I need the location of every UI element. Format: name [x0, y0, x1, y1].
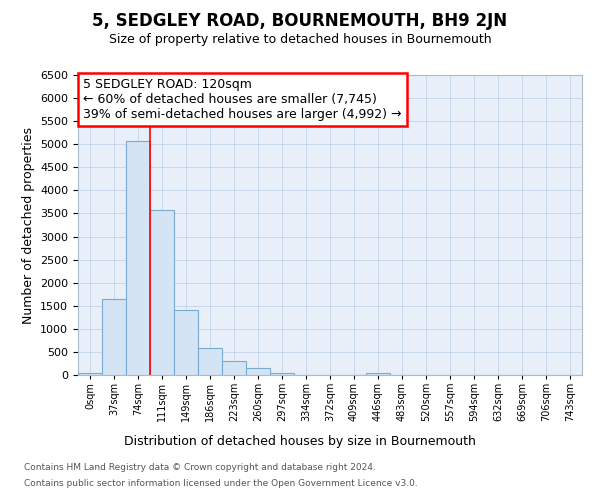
Bar: [150, 210, 174, 375]
Bar: [270, 372, 294, 375]
Text: 5 SEDGLEY ROAD: 120sqm
← 60% of detached houses are smaller (7,745)
39% of semi-: 5 SEDGLEY ROAD: 120sqm ← 60% of detached…: [83, 78, 401, 121]
Text: Contains public sector information licensed under the Open Government Licence v3: Contains public sector information licen…: [24, 478, 418, 488]
Y-axis label: Number of detached properties: Number of detached properties: [22, 126, 35, 324]
Bar: [198, 348, 222, 375]
Bar: [102, 299, 126, 375]
Bar: [222, 361, 246, 375]
Bar: [366, 372, 390, 375]
Text: Contains HM Land Registry data © Crown copyright and database right 2024.: Contains HM Land Registry data © Crown c…: [24, 464, 376, 472]
Bar: [126, 140, 150, 375]
Text: 5, SEDGLEY ROAD, BOURNEMOUTH, BH9 2JN: 5, SEDGLEY ROAD, BOURNEMOUTH, BH9 2JN: [92, 12, 508, 30]
Bar: [78, 372, 102, 375]
Bar: [174, 310, 198, 375]
Bar: [246, 368, 270, 375]
Text: Size of property relative to detached houses in Bournemouth: Size of property relative to detached ho…: [109, 32, 491, 46]
Text: Distribution of detached houses by size in Bournemouth: Distribution of detached houses by size …: [124, 435, 476, 448]
